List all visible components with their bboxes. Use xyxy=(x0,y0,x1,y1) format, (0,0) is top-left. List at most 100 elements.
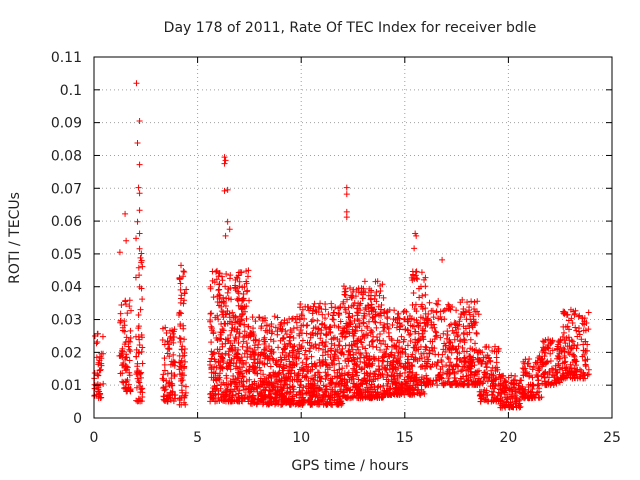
data-point xyxy=(361,364,368,371)
data-point xyxy=(445,355,452,362)
data-point xyxy=(218,308,225,315)
data-point xyxy=(208,355,215,362)
data-point xyxy=(585,371,592,378)
data-point xyxy=(136,161,143,168)
data-point xyxy=(298,378,305,385)
data-point xyxy=(392,379,399,386)
data-point xyxy=(342,357,349,364)
data-point xyxy=(250,329,257,336)
data-point xyxy=(460,336,467,343)
data-point xyxy=(371,394,378,401)
data-point xyxy=(94,371,101,378)
data-point xyxy=(409,323,416,330)
data-point xyxy=(364,302,371,309)
data-point xyxy=(556,379,563,386)
data-point xyxy=(575,325,582,332)
data-point xyxy=(565,317,572,324)
data-point xyxy=(137,306,144,313)
data-point xyxy=(338,398,345,405)
data-point xyxy=(373,288,380,295)
data-point xyxy=(218,381,225,388)
data-point xyxy=(96,391,103,398)
data-point xyxy=(541,353,548,360)
data-point xyxy=(371,356,378,363)
data-point xyxy=(360,320,367,327)
data-point xyxy=(240,290,247,297)
data-point xyxy=(377,288,384,295)
data-point xyxy=(492,367,499,374)
data-point xyxy=(298,311,305,318)
data-point xyxy=(434,382,441,389)
data-point xyxy=(360,354,367,361)
data-point xyxy=(258,325,265,332)
data-point xyxy=(118,301,125,308)
data-point xyxy=(164,338,171,345)
data-point xyxy=(299,359,306,366)
data-point xyxy=(441,316,448,323)
data-point xyxy=(219,390,226,397)
data-point xyxy=(458,310,465,317)
data-point xyxy=(401,316,408,323)
data-point xyxy=(299,330,306,337)
data-point xyxy=(350,286,357,293)
data-point xyxy=(296,316,303,323)
data-point xyxy=(352,328,359,335)
data-point xyxy=(296,388,303,395)
data-point xyxy=(164,395,171,402)
data-point xyxy=(364,332,371,339)
data-point xyxy=(176,363,183,370)
data-point xyxy=(261,350,268,357)
data-point xyxy=(215,273,222,280)
data-point xyxy=(181,336,188,343)
data-point xyxy=(313,344,320,351)
data-point xyxy=(489,391,496,398)
data-point xyxy=(351,341,358,348)
data-point xyxy=(433,377,440,384)
data-point xyxy=(346,323,353,330)
data-point xyxy=(279,335,286,342)
data-point xyxy=(334,396,341,403)
data-point xyxy=(309,393,316,400)
data-point xyxy=(331,351,338,358)
data-point xyxy=(397,349,404,356)
data-point xyxy=(258,393,265,400)
data-point xyxy=(243,315,250,322)
data-point xyxy=(571,372,578,379)
data-point xyxy=(536,367,543,374)
data-points xyxy=(91,80,592,411)
data-point xyxy=(442,342,449,349)
data-point xyxy=(176,335,183,342)
data-point xyxy=(208,348,215,355)
data-point xyxy=(372,278,379,285)
data-point xyxy=(352,340,359,347)
data-point xyxy=(530,363,537,370)
data-point xyxy=(169,327,176,334)
data-point xyxy=(221,320,228,327)
data-point xyxy=(579,314,586,321)
data-point xyxy=(297,304,304,311)
data-point xyxy=(178,382,185,389)
data-point xyxy=(121,341,128,348)
data-point xyxy=(299,337,306,344)
data-point xyxy=(246,376,253,383)
data-point xyxy=(159,336,166,343)
data-point xyxy=(240,361,247,368)
data-point xyxy=(462,308,469,315)
data-point xyxy=(407,330,414,337)
data-point xyxy=(275,344,282,351)
data-point xyxy=(264,381,271,388)
data-point xyxy=(400,338,407,345)
data-point xyxy=(216,291,223,298)
data-point xyxy=(314,377,321,384)
data-point xyxy=(541,369,548,376)
data-point xyxy=(311,385,318,392)
data-point xyxy=(421,390,428,397)
data-point xyxy=(235,318,242,325)
data-point xyxy=(286,349,293,356)
data-point xyxy=(417,364,424,371)
data-point xyxy=(467,359,474,366)
data-point xyxy=(208,365,215,372)
data-point xyxy=(136,230,143,237)
data-point xyxy=(343,184,350,191)
data-point xyxy=(358,351,365,358)
